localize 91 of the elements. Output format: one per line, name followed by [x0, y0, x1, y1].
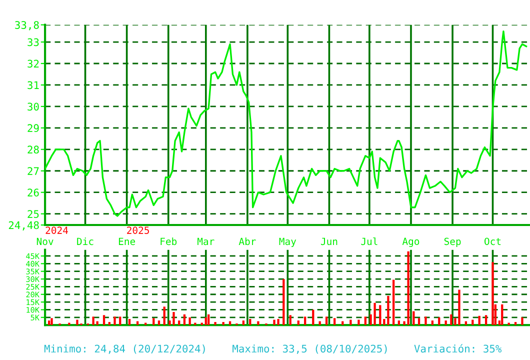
bar	[136, 321, 139, 326]
bar	[431, 320, 434, 326]
bar	[277, 318, 280, 326]
text: Variación: 35%	[414, 344, 502, 353]
bar	[424, 316, 427, 326]
bar	[114, 316, 116, 326]
bar	[444, 320, 447, 326]
y-tick-label: 32	[28, 60, 39, 68]
bar	[379, 305, 382, 326]
bar	[398, 320, 400, 326]
bar	[350, 320, 352, 326]
bar	[208, 314, 210, 326]
bar	[242, 320, 245, 326]
bar	[450, 314, 452, 326]
text: 2025	[127, 226, 149, 234]
y-tick-label: 26	[28, 188, 39, 196]
bar	[478, 316, 480, 326]
x-tick-label: Jul	[361, 238, 378, 246]
y-tick-label: 25	[28, 210, 39, 218]
x-tick-label: Mar	[198, 238, 214, 246]
bar	[412, 311, 415, 326]
bar	[387, 296, 390, 326]
x-tick-label: Dic	[77, 238, 94, 246]
bar	[342, 321, 344, 326]
x-tick-label: Ago	[402, 238, 420, 247]
bar	[438, 317, 440, 326]
bar	[364, 316, 366, 326]
bar	[76, 320, 78, 326]
bar	[334, 318, 336, 326]
y-tick-label: 27	[28, 167, 39, 175]
bar	[392, 280, 395, 326]
bar	[204, 317, 207, 326]
x-tick-label: Abr	[238, 238, 256, 246]
y-tick-label: 24,48	[8, 221, 39, 230]
bar	[119, 316, 122, 326]
bar	[158, 320, 160, 326]
bar	[50, 318, 53, 326]
x-tick-label: Nov	[36, 238, 54, 246]
text: Maximo: 33,5 (08/10/2025)	[232, 344, 387, 354]
y-tick-label: 33	[28, 38, 39, 46]
bar	[358, 320, 360, 326]
y-tick-label: 31	[28, 81, 39, 90]
bar	[492, 262, 494, 326]
bar	[464, 321, 468, 326]
bar	[318, 321, 321, 326]
bar	[521, 317, 524, 326]
y-tick-label: 28	[28, 146, 39, 154]
x-tick-label: Sep	[444, 238, 461, 247]
bar	[472, 320, 474, 326]
bar	[178, 320, 180, 326]
bar	[183, 314, 186, 326]
bar	[418, 318, 420, 326]
bar	[458, 290, 460, 326]
bar	[92, 316, 94, 326]
bar	[188, 317, 191, 326]
x-tick-label: Oct	[484, 238, 501, 246]
x-tick-label: Ene	[118, 238, 136, 246]
bar	[297, 320, 300, 326]
bar	[325, 316, 328, 326]
bar	[163, 306, 166, 326]
bar	[514, 322, 517, 326]
bar	[152, 318, 155, 326]
bar	[249, 318, 252, 326]
bar	[222, 322, 224, 326]
bar	[273, 320, 276, 326]
bar	[96, 321, 98, 326]
bar	[257, 321, 260, 326]
bar	[128, 318, 131, 326]
y-tick-label: 30	[28, 102, 39, 111]
y-tick-label: 29	[28, 124, 39, 132]
bar	[407, 251, 410, 326]
bar	[374, 302, 376, 326]
bar	[312, 310, 314, 326]
bar	[289, 315, 292, 326]
x-tick-label: May	[279, 238, 296, 247]
bar	[102, 315, 106, 326]
bar	[172, 312, 175, 326]
bar	[108, 322, 110, 326]
y-tick-label: 33,8	[15, 21, 39, 30]
bar	[304, 316, 306, 326]
x-tick-label: Feb	[160, 238, 177, 246]
bar	[383, 318, 386, 326]
bar	[48, 320, 50, 326]
x-tick-label: Jun	[320, 238, 338, 246]
bar	[501, 304, 504, 326]
bar	[228, 321, 232, 326]
bar	[214, 322, 216, 326]
text: Minimo: 24,84 (20/12/2024)	[44, 344, 205, 354]
bar	[484, 315, 488, 326]
bar	[282, 279, 285, 326]
text: 2024	[46, 226, 68, 234]
